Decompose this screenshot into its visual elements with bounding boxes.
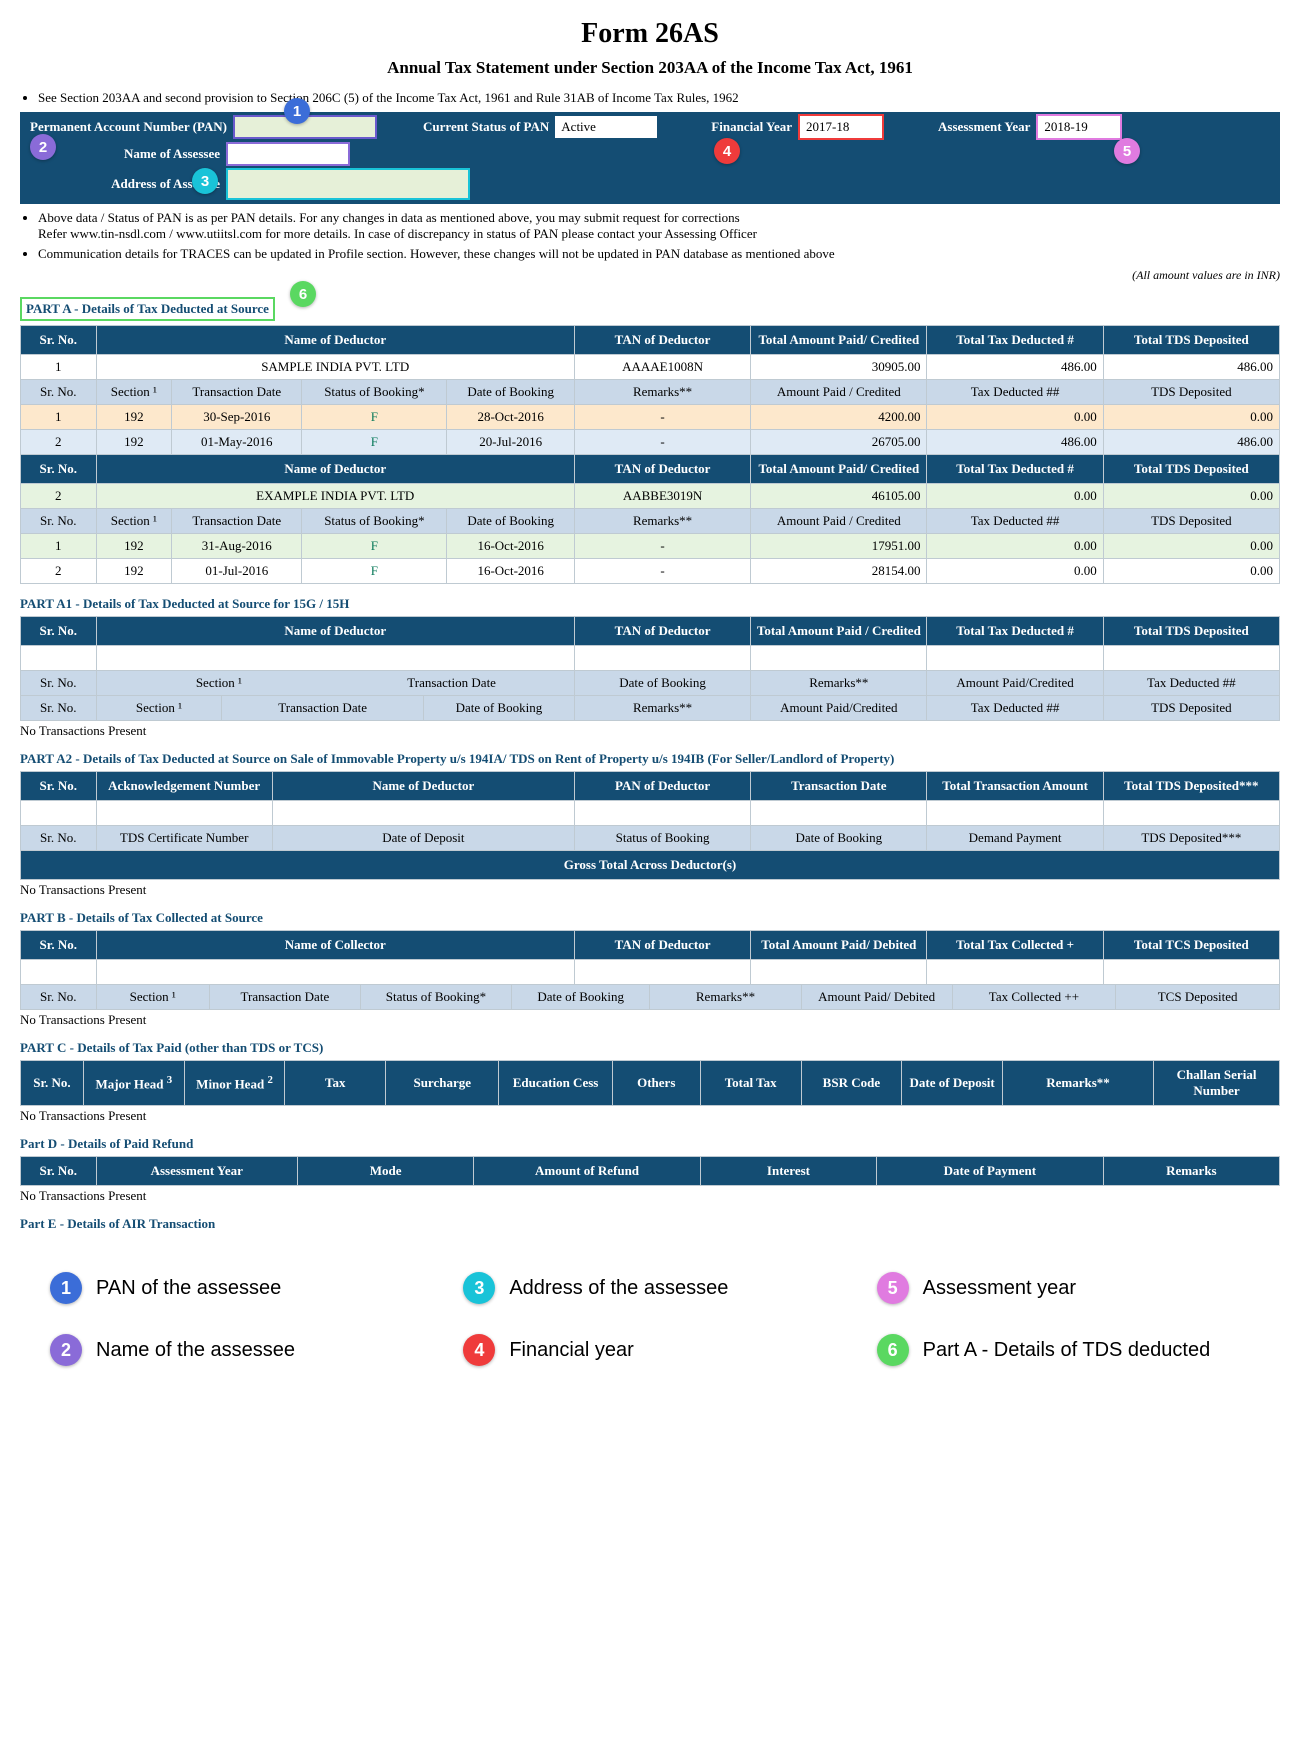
part-a-table: Sr. No.Name of DeductorTAN of DeductorTo… — [20, 325, 1280, 584]
part-b-sub: Sr. No. Section ¹ Transaction Date Statu… — [20, 984, 1280, 1010]
part-c-table: Sr. No. Major Head 3 Minor Head 2 Tax Su… — [20, 1060, 1280, 1106]
part-c-none: No Transactions Present — [20, 1108, 1280, 1124]
ay-value: 2018-19 — [1036, 114, 1122, 140]
part-a2-none: No Transactions Present — [20, 882, 1280, 898]
legend-badge-6: 6 — [877, 1334, 909, 1366]
legend-badge-3: 3 — [463, 1272, 495, 1304]
pan-label: Permanent Account Number (PAN) — [24, 115, 233, 139]
annotation-badge-6: 6 — [290, 281, 316, 307]
annotation-badge-4: 4 — [714, 138, 740, 164]
part-b-table: Sr. No. Name of Collector TAN of Deducto… — [20, 930, 1280, 985]
part-a1-none: No Transactions Present — [20, 723, 1280, 739]
part-e-title: Part E - Details of AIR Transaction — [20, 1216, 1280, 1232]
legend-badge-4: 4 — [463, 1334, 495, 1366]
legend-badge-1: 1 — [50, 1272, 82, 1304]
ay-label: Assessment Year — [932, 115, 1036, 139]
part-a1-table: Sr. No. Name of Deductor TAN of Deductor… — [20, 616, 1280, 696]
inr-note: (All amount values are in INR) — [20, 268, 1280, 283]
legend-item-3: 3 Address of the assessee — [463, 1272, 836, 1304]
status-value: Active — [555, 116, 657, 138]
mid-note-1: Above data / Status of PAN is as per PAN… — [38, 210, 1280, 242]
part-d-table: Sr. No. Assessment Year Mode Amount of R… — [20, 1156, 1280, 1186]
part-d-none: No Transactions Present — [20, 1188, 1280, 1204]
legend-item-5: 5 Assessment year — [877, 1272, 1250, 1304]
annotation-badge-1: 1 — [284, 98, 310, 124]
status-label: Current Status of PAN — [417, 115, 555, 139]
annotation-badge-2: 2 — [30, 134, 56, 160]
part-b-none: No Transactions Present — [20, 1012, 1280, 1028]
annotation-badge-5: 5 — [1114, 138, 1140, 164]
legend-text: Assessment year — [923, 1277, 1076, 1300]
legend-item-4: 4 Financial year — [463, 1334, 836, 1366]
form-subtitle: Annual Tax Statement under Section 203AA… — [20, 58, 1280, 78]
legend-item-6: 6 Part A - Details of TDS deducted — [877, 1334, 1250, 1366]
part-d-title: Part D - Details of Paid Refund — [20, 1136, 1280, 1152]
part-b-title: PART B - Details of Tax Collected at Sou… — [20, 910, 1280, 926]
legend-text: Financial year — [509, 1339, 634, 1362]
part-a-title: PART A - Details of Tax Deducted at Sour… — [20, 297, 275, 321]
fy-value: 2017-18 — [798, 114, 884, 140]
legend-text: Part A - Details of TDS deducted — [923, 1339, 1211, 1362]
legend-item-2: 2 Name of the assessee — [50, 1334, 423, 1366]
part-a1-title: PART A1 - Details of Tax Deducted at Sou… — [20, 596, 1280, 612]
legend-text: PAN of the assessee — [96, 1277, 281, 1300]
part-a2-title: PART A2 - Details of Tax Deducted at Sou… — [20, 751, 1280, 767]
legend-text: Name of the assessee — [96, 1339, 295, 1362]
top-note: See Section 203AA and second provision t… — [38, 90, 1280, 106]
mid-note-2: Communication details for TRACES can be … — [38, 246, 1280, 262]
legend-badge-5: 5 — [877, 1272, 909, 1304]
header-box: Permanent Account Number (PAN) Current S… — [20, 112, 1280, 204]
addr-field — [226, 168, 470, 200]
part-a1-sub: Sr. No. Section ¹ Transaction Date Date … — [20, 695, 1280, 721]
form-title: Form 26AS — [20, 18, 1280, 50]
fy-label: Financial Year — [705, 115, 798, 139]
annotation-badge-3: 3 — [192, 168, 218, 194]
legend-badge-2: 2 — [50, 1334, 82, 1366]
legend-text: Address of the assessee — [509, 1277, 728, 1300]
name-field — [226, 142, 350, 166]
legend: 1 PAN of the assessee 3 Address of the asse… — [20, 1262, 1280, 1376]
part-a2-table: Sr. No. Acknowledgement Number Name of D… — [20, 771, 1280, 880]
part-c-title: PART C - Details of Tax Paid (other than… — [20, 1040, 1280, 1056]
legend-item-1: 1 PAN of the assessee — [50, 1272, 423, 1304]
